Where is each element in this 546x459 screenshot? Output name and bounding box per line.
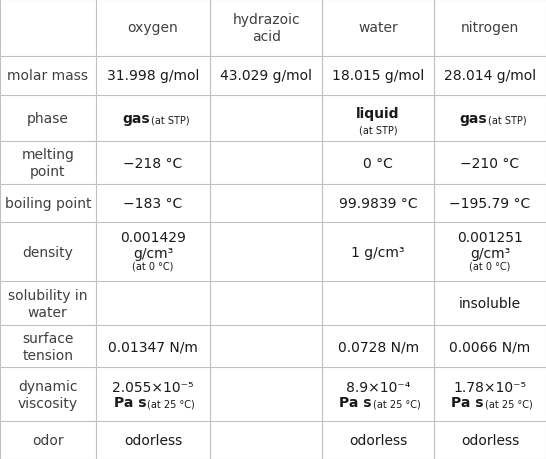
Text: odorless: odorless [461,433,519,447]
Text: nitrogen: nitrogen [461,21,519,35]
Text: (at 25 °C): (at 25 °C) [485,398,532,409]
Text: (at STP): (at STP) [151,115,190,125]
Text: 18.015 g/mol: 18.015 g/mol [332,69,424,83]
Text: gas: gas [460,112,487,126]
Text: −210 °C: −210 °C [460,157,520,170]
Text: Pa s: Pa s [114,395,146,409]
Text: 0.001251: 0.001251 [457,230,523,244]
Text: 99.9839 °C: 99.9839 °C [339,197,418,211]
Text: 0.01347 N/m: 0.01347 N/m [108,340,198,353]
Text: liquid: liquid [357,107,400,121]
Text: (at 25 °C): (at 25 °C) [147,398,195,409]
Text: molar mass: molar mass [7,69,88,83]
Text: odor: odor [32,433,63,447]
Text: 1 g/cm³: 1 g/cm³ [352,245,405,259]
Text: 31.998 g/mol: 31.998 g/mol [106,69,199,83]
Text: gas: gas [122,112,150,126]
Text: density: density [22,245,73,259]
Text: Pa s: Pa s [339,395,371,409]
Text: insoluble: insoluble [459,297,521,311]
Text: dynamic
viscosity: dynamic viscosity [17,379,78,410]
Text: 0 °C: 0 °C [363,157,393,170]
Text: −218 °C: −218 °C [123,157,182,170]
Text: 0.0066 N/m: 0.0066 N/m [449,340,531,353]
Text: hydrazoic
acid: hydrazoic acid [233,12,300,44]
Text: oxygen: oxygen [128,21,178,35]
Text: phase: phase [27,112,69,126]
Text: −195.79 °C: −195.79 °C [449,197,531,211]
Text: surface
tension: surface tension [22,331,74,362]
Text: (at STP): (at STP) [359,125,397,135]
Text: boiling point: boiling point [4,197,91,211]
Text: 8.9×10⁻⁴: 8.9×10⁻⁴ [346,380,410,394]
Text: (at 25 °C): (at 25 °C) [372,398,420,409]
Text: odorless: odorless [124,433,182,447]
Text: g/cm³: g/cm³ [133,247,173,261]
Text: 0.0728 N/m: 0.0728 N/m [337,340,419,353]
Text: (at 0 °C): (at 0 °C) [470,261,511,270]
Text: 0.001429: 0.001429 [120,230,186,244]
Text: −183 °C: −183 °C [123,197,182,211]
Text: g/cm³: g/cm³ [470,247,510,261]
Text: 2.055×10⁻⁵: 2.055×10⁻⁵ [112,380,194,394]
Text: solubility in
water: solubility in water [8,288,87,319]
Text: 1.78×10⁻⁵: 1.78×10⁻⁵ [454,380,526,394]
Text: (at 0 °C): (at 0 °C) [132,261,174,270]
Text: odorless: odorless [349,433,407,447]
Text: water: water [358,21,398,35]
Text: 28.014 g/mol: 28.014 g/mol [444,69,536,83]
Text: Pa s: Pa s [451,395,484,409]
Text: 43.029 g/mol: 43.029 g/mol [220,69,312,83]
Text: (at STP): (at STP) [488,115,527,125]
Text: melting
point: melting point [21,148,74,179]
